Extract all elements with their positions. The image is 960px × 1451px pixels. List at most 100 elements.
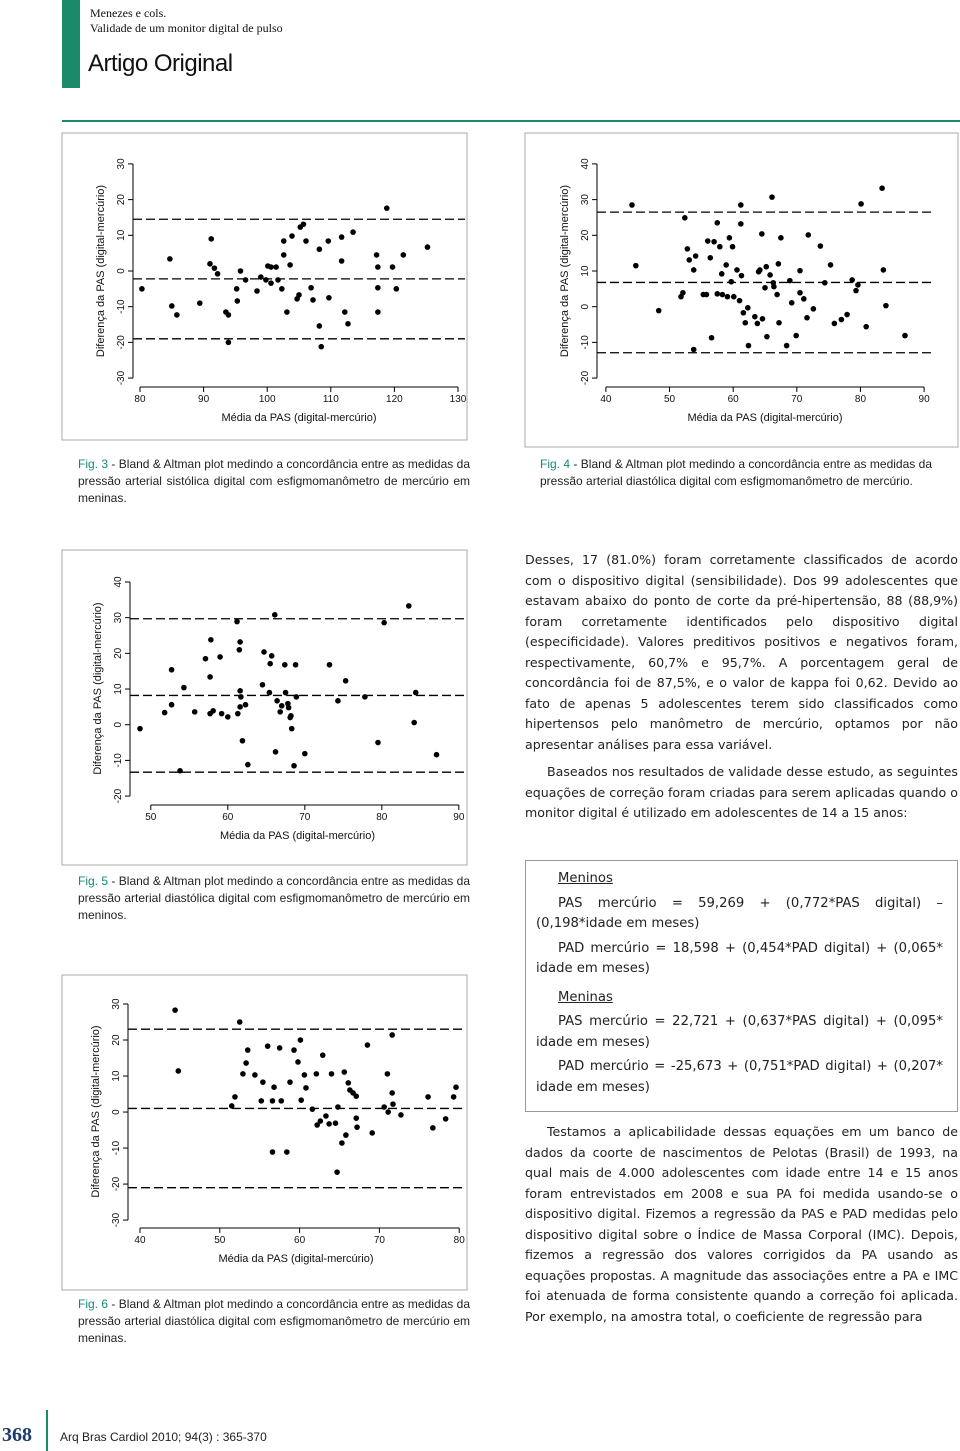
figure: 40 50 60 70 80 -30 -20 -10 0 10 20 30 Diferença da P…: [61, 974, 468, 1291]
point: [738, 221, 744, 227]
y-tick-label: 10: [116, 229, 127, 241]
point: [281, 661, 288, 668]
point: [831, 320, 838, 327]
point: [302, 750, 308, 757]
point: [759, 316, 766, 322]
point: [196, 300, 203, 306]
point: [202, 655, 209, 662]
figure-frame: [524, 132, 959, 448]
point: [424, 244, 431, 250]
x-tick-label: 60: [222, 812, 234, 823]
point: [389, 1090, 395, 1096]
point: [729, 243, 736, 250]
point: [411, 719, 417, 726]
point: [767, 272, 773, 278]
caption-label: Fig. 6: [78, 1297, 109, 1311]
point: [232, 1094, 238, 1100]
point: [280, 252, 287, 258]
point: [325, 238, 332, 244]
point: [266, 689, 273, 696]
citation: Arq Bras Cardiol 2010; 94(3) : 365-370: [60, 1430, 267, 1444]
y-tick-label: -20: [111, 1176, 122, 1191]
point: [210, 708, 216, 714]
point: [817, 243, 824, 249]
y-tick-label: -20: [580, 370, 591, 385]
point: [239, 737, 246, 744]
equation: PAS mercúrio = 59,269 + (0,772*PAS digit…: [536, 895, 943, 932]
x-tick-label: 100: [259, 394, 276, 405]
point: [405, 603, 412, 609]
point: [354, 1124, 360, 1130]
point: [225, 714, 231, 720]
caption-text: - Bland & Altman plot medindo a concordâ…: [78, 1297, 470, 1345]
y-tick-label: 40: [580, 158, 591, 170]
point: [375, 264, 381, 270]
y-tick-label: 0: [116, 268, 127, 274]
y-tick-label: -10: [113, 753, 124, 768]
point: [242, 701, 249, 708]
y-tick-label: -10: [116, 299, 127, 314]
y-tick-label: 0: [113, 721, 124, 727]
point: [211, 265, 218, 271]
equation: PAS mercúrio = 22,721 + (0,637*PAS digit…: [536, 1014, 943, 1050]
point: [234, 298, 241, 304]
point: [174, 312, 180, 318]
point: [289, 233, 295, 239]
point: [707, 254, 714, 261]
point: [278, 703, 285, 709]
point: [258, 274, 264, 280]
point: [855, 282, 861, 288]
point: [838, 316, 845, 323]
point: [236, 646, 243, 653]
point: [191, 709, 198, 715]
point: [711, 238, 717, 245]
point: [291, 762, 297, 769]
point: [879, 185, 885, 191]
point: [303, 1085, 309, 1091]
point: [237, 704, 243, 710]
point: [317, 1118, 324, 1124]
point: [827, 262, 834, 268]
point: [268, 653, 275, 659]
point: [326, 1121, 332, 1127]
y-tick-label: -10: [580, 335, 591, 350]
point: [326, 294, 332, 301]
point: [680, 289, 686, 296]
point: [400, 252, 407, 258]
x-axis-label: Média da PAS (digital-mercúrio): [220, 830, 375, 842]
caption-text: - Bland & Altman plot medindo a concordâ…: [78, 457, 470, 505]
point: [161, 709, 168, 716]
point: [764, 333, 770, 340]
author: Menezes e cols.: [90, 6, 167, 20]
x-tick-label: 40: [600, 394, 612, 405]
point: [284, 1149, 290, 1155]
y-tick-label: -10: [111, 1140, 122, 1155]
point: [703, 291, 710, 298]
x-axis-label: Média da PAS (digital-mercúrio): [221, 412, 376, 424]
point: [168, 303, 175, 309]
point: [805, 232, 812, 238]
point: [263, 277, 269, 283]
point: [810, 306, 817, 312]
section-title: Artigo Original: [88, 50, 233, 77]
point: [316, 323, 323, 329]
point: [717, 243, 723, 250]
point: [326, 661, 333, 668]
caption: Fig. 3 - Bland & Altman plot medindo a c…: [78, 456, 470, 507]
point: [240, 1071, 246, 1077]
point: [754, 320, 761, 327]
point: [177, 767, 183, 774]
point: [244, 1047, 251, 1053]
point: [774, 291, 780, 298]
point: [242, 277, 249, 283]
point: [291, 1047, 297, 1053]
point: [339, 1140, 345, 1146]
caption-label: Fig. 4: [540, 457, 571, 471]
point: [822, 279, 828, 286]
point: [690, 267, 697, 273]
point: [268, 280, 274, 286]
figure-frame: [61, 132, 468, 441]
point: [724, 293, 731, 300]
point: [863, 323, 869, 330]
